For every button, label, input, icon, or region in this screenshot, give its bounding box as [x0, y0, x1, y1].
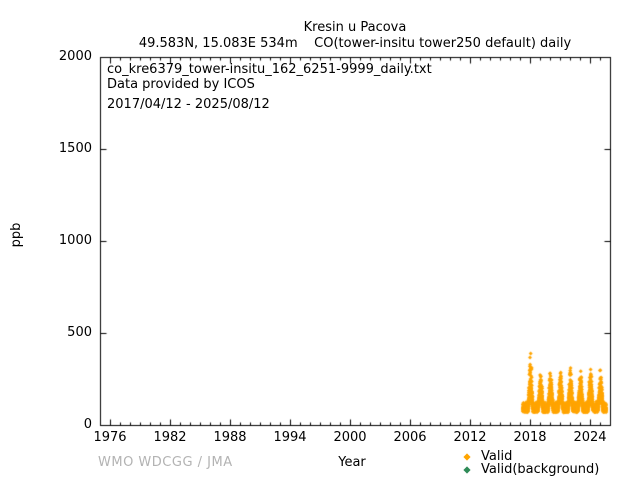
y-axis-label: ppb [9, 222, 24, 248]
annotation-filename: co_kre6379_tower-insitu_162_6251-9999_da… [107, 62, 432, 77]
x-tick-label: 2012 [453, 430, 487, 445]
x-tick-label: 2006 [393, 430, 427, 445]
chart-title: Kresin u Pacova [303, 20, 407, 35]
annotation-date-range: 2017/04/12 - 2025/08/12 [107, 97, 270, 112]
x-tick-label: 1976 [93, 430, 127, 445]
legend-label-valid-background: Valid(background) [481, 462, 600, 477]
y-tick-label: 1000 [58, 233, 92, 248]
footer-credit: WMO WDCGG / JMA [98, 455, 233, 470]
legend-label-valid: Valid [481, 449, 513, 464]
x-tick-label: 1982 [153, 430, 187, 445]
x-tick-label: 1988 [213, 430, 247, 445]
x-axis-label: Year [338, 455, 366, 470]
chart-subtitle: 49.583N, 15.083E 534m CO(tower-insitu to… [138, 36, 572, 51]
legend-item-valid-background: Valid(background) [462, 463, 599, 476]
valid-diamond-icon [463, 452, 471, 461]
y-tick-label: 500 [67, 325, 92, 340]
legend: Valid Valid(background) [462, 450, 599, 476]
annotation-data-provider: Data provided by ICOS [107, 77, 255, 92]
x-tick-label: 2000 [333, 430, 367, 445]
y-tick-label: 0 [83, 417, 92, 432]
legend-item-valid: Valid [462, 450, 599, 463]
y-tick-label: 2000 [58, 49, 92, 64]
x-tick-label: 2024 [573, 430, 607, 445]
valid-background-diamond-icon [463, 465, 471, 474]
x-tick-label: 2018 [513, 430, 547, 445]
y-tick-label: 1500 [58, 141, 92, 156]
x-tick-label: 1994 [273, 430, 307, 445]
